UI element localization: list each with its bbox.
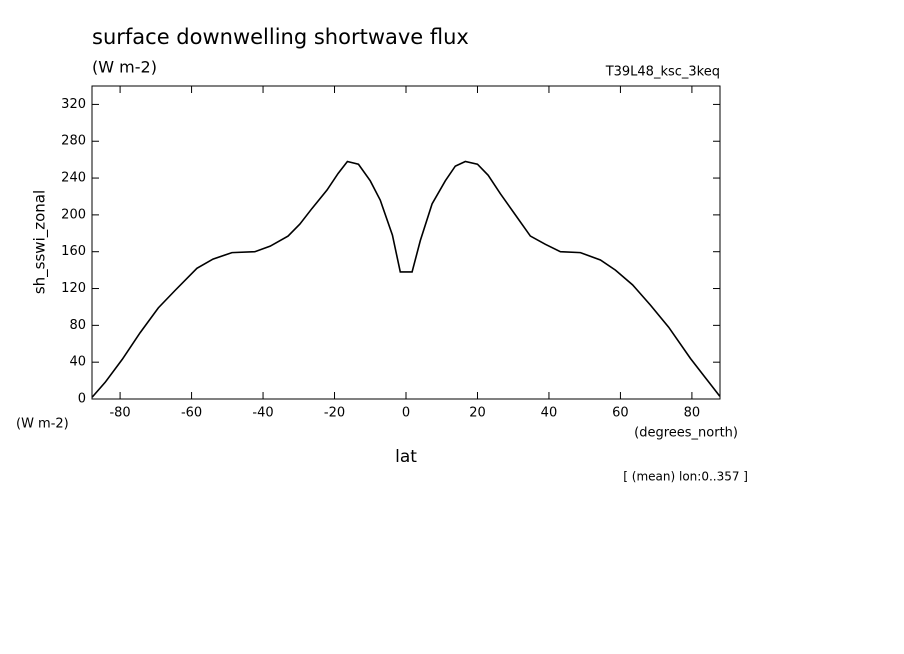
- y-tick-label: 320: [61, 97, 86, 112]
- x-tick-label: 0: [402, 406, 410, 421]
- dataset-label: T39L48_ksc_3keq: [605, 65, 720, 80]
- note: [ (mean) lon:0..357 ]: [623, 470, 748, 484]
- y-tick-label: 160: [61, 244, 86, 259]
- y-tick-label: 280: [61, 134, 86, 149]
- x-tick-label: -60: [181, 406, 202, 421]
- chart-title: surface downwelling shortwave flux: [92, 25, 469, 49]
- x-tick-label: -40: [252, 406, 273, 421]
- y-tick-label: 240: [61, 171, 86, 186]
- x-units: (degrees_north): [634, 426, 738, 441]
- x-tick-label: -80: [109, 406, 130, 421]
- y-tick-label: 120: [61, 281, 86, 296]
- x-tick-label: 80: [684, 406, 701, 421]
- x-tick-label: -20: [324, 406, 345, 421]
- plot-frame: [91, 85, 721, 400]
- y-tick-label: 200: [61, 207, 86, 222]
- chart-subtitle: (W m-2): [92, 58, 157, 77]
- y-tick-label: 40: [69, 355, 86, 370]
- y-axis-label: sh_sswi_zonal: [31, 190, 50, 294]
- x-axis-label: lat: [395, 447, 417, 467]
- y-tick-label: 80: [69, 318, 86, 333]
- x-tick-label: 60: [612, 406, 629, 421]
- y-units: (W m-2): [16, 417, 69, 432]
- x-tick-label: 40: [541, 406, 558, 421]
- x-tick-label: 20: [469, 406, 486, 421]
- y-tick-label: 0: [78, 392, 86, 407]
- data-line: [91, 160, 721, 398]
